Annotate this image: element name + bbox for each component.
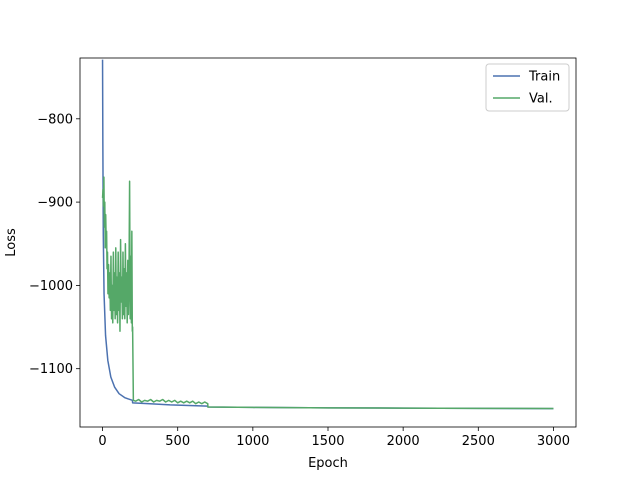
y-axis-label: Loss — [4, 228, 19, 257]
x-tick-label: 2000 — [387, 434, 420, 449]
y-tick-label: −800 — [37, 112, 73, 127]
x-tick-label: 1000 — [236, 434, 269, 449]
x-axis-ticks: 0 500 1000 1500 2000 2500 3000 — [98, 427, 570, 449]
y-axis-ticks: −1100 −1000 −900 −800 — [29, 112, 80, 377]
x-tick-label: 3000 — [537, 434, 570, 449]
x-tick-label: 500 — [165, 434, 190, 449]
series-line-val — [101, 176, 554, 410]
legend-entry-label: Val. — [529, 92, 553, 107]
y-tick-label: −1000 — [29, 279, 73, 294]
x-tick-label: 1500 — [311, 434, 344, 449]
x-tick-label: 2500 — [462, 434, 495, 449]
plot-area — [80, 58, 576, 427]
legend: Train Val. — [485, 63, 570, 112]
y-tick-label: −1100 — [29, 362, 73, 377]
legend-entry-label: Train — [528, 70, 560, 85]
x-axis-label: Epoch — [308, 456, 348, 471]
x-tick-label: 0 — [98, 434, 106, 449]
y-tick-label: −900 — [37, 196, 73, 211]
series-layer — [101, 59, 554, 410]
